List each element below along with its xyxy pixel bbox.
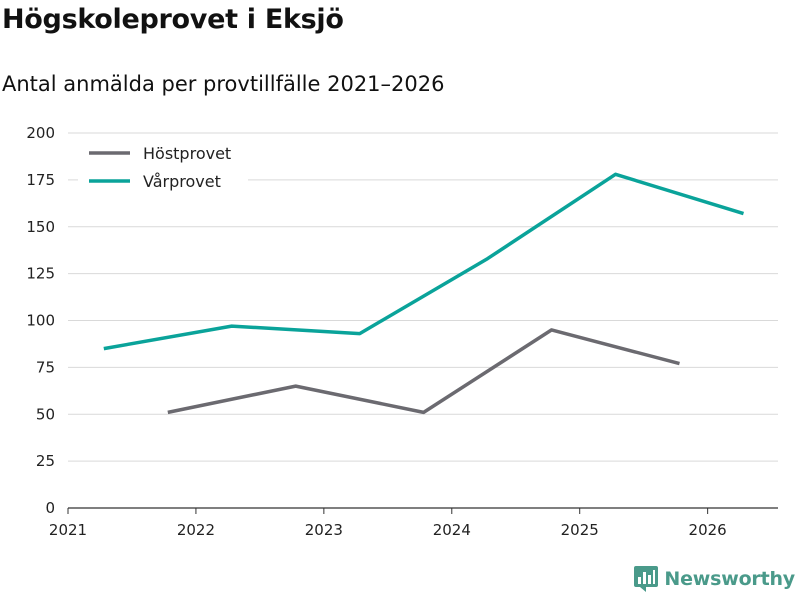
y-tick-label: 75 bbox=[36, 358, 55, 376]
x-tick-label: 2025 bbox=[561, 521, 599, 539]
gridlines bbox=[68, 132, 778, 462]
x-tick-label: 2021 bbox=[49, 521, 87, 539]
newsworthy-logo: Newsworthy bbox=[634, 566, 795, 592]
series-line-höstprovet bbox=[167, 328, 680, 415]
y-tick-label: 175 bbox=[26, 171, 55, 189]
legend-label: Vårprovet bbox=[143, 172, 221, 191]
y-tick-label: 50 bbox=[36, 405, 55, 423]
x-tick-label: 2024 bbox=[433, 521, 471, 539]
legend-background bbox=[78, 140, 248, 196]
series-line-vårprovet bbox=[103, 172, 745, 351]
y-tick-label: 200 bbox=[26, 124, 55, 142]
newsworthy-logo-icon bbox=[634, 566, 659, 592]
axes: 0 25 50 75 100 125 150 175 200 2021 2022 2023 2024 20… bbox=[26, 124, 778, 539]
x-tick-label: 2023 bbox=[305, 521, 343, 539]
y-tick-label: 125 bbox=[26, 265, 55, 283]
y-tick-label: 25 bbox=[36, 452, 55, 470]
legend-label: Höstprovet bbox=[143, 144, 231, 163]
series-lines bbox=[103, 172, 745, 415]
legend: Höstprovet Vårprovet bbox=[78, 140, 248, 196]
x-tick-label: 2026 bbox=[689, 521, 727, 539]
chart-title: Högskoleprovet i Eksjö bbox=[2, 4, 344, 35]
brand-name: Newsworthy bbox=[664, 568, 795, 590]
y-tick-label: 150 bbox=[26, 218, 55, 236]
y-tick-label: 0 bbox=[45, 499, 55, 517]
x-tick-label: 2022 bbox=[177, 521, 215, 539]
y-tick-label: 100 bbox=[26, 312, 55, 330]
chart-subtitle: Antal anmälda per provtillfälle 2021–202… bbox=[2, 72, 445, 96]
